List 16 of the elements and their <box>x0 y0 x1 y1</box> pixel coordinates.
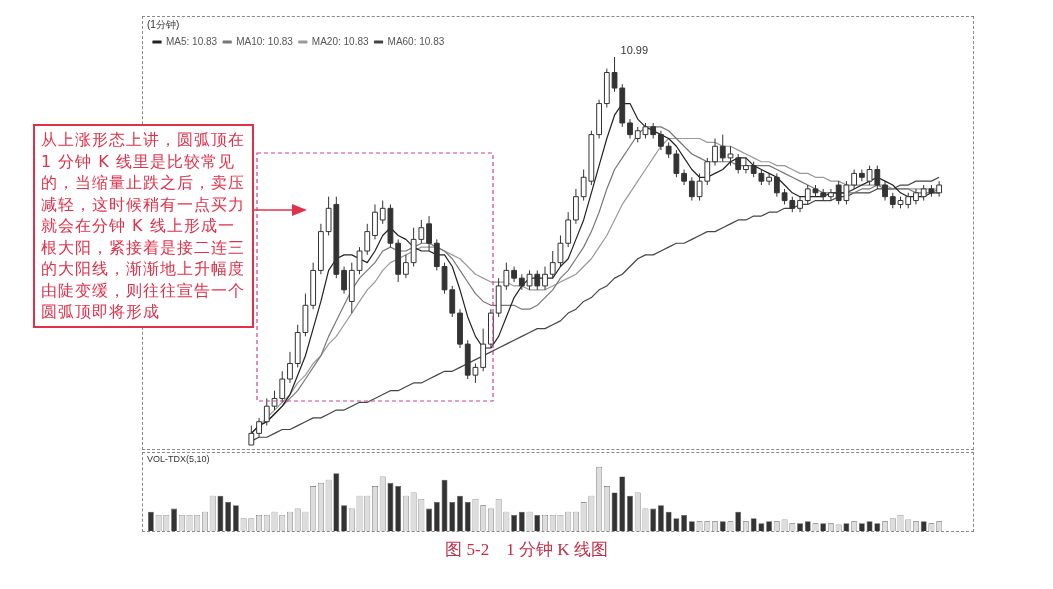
candlestick <box>743 157 749 174</box>
chart-title: (1分钟) <box>147 18 180 30</box>
candlestick <box>287 351 293 384</box>
legend-label: MA5: 10.83 <box>166 35 218 47</box>
text: 10.99 <box>620 43 649 56</box>
legend-label: MA20: 10.83 <box>311 35 369 47</box>
candlestick <box>256 417 262 438</box>
legend-label: MA10: 10.83 <box>236 35 294 47</box>
caption: 图 5-2 1 分钟 K 线图 <box>444 539 609 561</box>
candlestick <box>426 215 432 252</box>
chart-title: VOL-TDX(5,10) <box>147 453 210 464</box>
candlestick <box>403 254 409 279</box>
candlestick <box>658 130 664 151</box>
text: 从上涨形态上讲，圆弧顶在 1 分钟 K 线里是比较常见的，当缩量止跌之后，卖压减轻，这时候稍有一点买力就会在分钟 K 线上形成一根大阳，紧接着是接二连三的大阳线，渐渐地上升幅度由陡变缓，则往往宣告一个圆弧顶即将形成 <box>41 130 245 321</box>
candlestick <box>317 223 324 275</box>
legend-label: MA60: 10.83 <box>387 35 445 47</box>
